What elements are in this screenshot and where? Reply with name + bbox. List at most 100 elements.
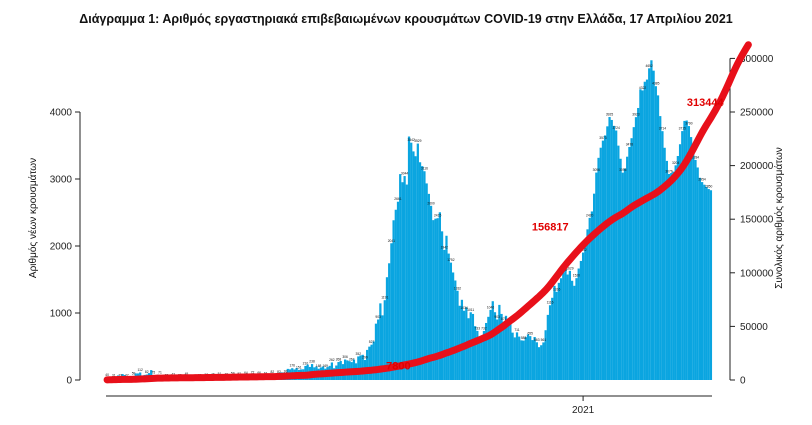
bar bbox=[584, 239, 587, 380]
bar bbox=[681, 131, 684, 380]
bar-value-label: 82 bbox=[145, 370, 149, 374]
right-y-axis: 0 50000 100000 150000 200000 250000 300000 bbox=[729, 54, 774, 387]
bar bbox=[526, 334, 530, 380]
bar-value-label: 1752 bbox=[447, 258, 455, 262]
bar bbox=[546, 314, 549, 380]
left-tick-label: 3000 bbox=[50, 175, 73, 186]
bar-value-label: 1316 bbox=[553, 287, 561, 291]
bar bbox=[390, 243, 393, 380]
bar bbox=[500, 313, 503, 380]
bar-value-label: 27 bbox=[125, 374, 129, 378]
bar bbox=[383, 300, 386, 380]
bar-value-label: 82 bbox=[271, 370, 275, 374]
bar-value-label: 299 bbox=[362, 355, 368, 359]
bar bbox=[632, 127, 635, 380]
left-y-axis-title: Αριθμός νέων κρουσμάτων bbox=[27, 158, 39, 278]
bar bbox=[427, 193, 430, 380]
bar bbox=[456, 290, 459, 380]
bar-value-label: 40 bbox=[105, 373, 109, 377]
bar-value-label: 563 bbox=[534, 338, 540, 342]
bar bbox=[467, 318, 470, 380]
bar-value-label: 75 bbox=[152, 370, 156, 374]
cumulative-annotation: 7800 bbox=[386, 360, 410, 372]
left-tick-label: 0 bbox=[66, 376, 72, 387]
bar bbox=[696, 167, 699, 380]
bar-value-label: 4385 bbox=[652, 82, 660, 86]
left-y-axis: 0 1000 2000 3000 4000 bbox=[50, 108, 81, 387]
bar bbox=[581, 252, 585, 380]
right-tick-label: 50000 bbox=[740, 322, 768, 333]
bar bbox=[654, 86, 657, 380]
bar bbox=[502, 321, 505, 380]
chart-title: Διάγραμμα 1: Αριθμός εργαστηριακά επιβεβ… bbox=[79, 12, 733, 26]
bar bbox=[482, 330, 486, 380]
bar bbox=[709, 190, 713, 380]
bar-value-label: 33 bbox=[118, 373, 122, 377]
bar bbox=[604, 135, 607, 380]
bar bbox=[553, 285, 556, 380]
bar-value-label: 3095 bbox=[619, 168, 627, 172]
bar bbox=[665, 160, 668, 380]
bar bbox=[643, 81, 646, 380]
right-y-axis-title: Συνολικός αριθμός κρουσμάτων bbox=[773, 147, 785, 289]
bar bbox=[423, 171, 426, 380]
bar bbox=[705, 187, 708, 380]
right-tick-label: 300000 bbox=[740, 54, 774, 65]
bar bbox=[496, 319, 499, 380]
bar-value-label: 49 bbox=[185, 372, 189, 376]
bar bbox=[504, 315, 508, 380]
bar bbox=[562, 272, 565, 380]
bar bbox=[368, 346, 371, 380]
bar bbox=[379, 303, 382, 380]
bar bbox=[674, 165, 677, 380]
bar-value-label: 1520 bbox=[573, 274, 581, 278]
bar bbox=[403, 176, 406, 380]
bar-value-label: 3478 bbox=[626, 142, 634, 146]
bar bbox=[377, 319, 380, 380]
x-axis: 2021 bbox=[106, 395, 712, 416]
bar bbox=[652, 70, 655, 380]
bar-value-label: 3724 bbox=[612, 126, 620, 130]
bar-value-label: 3790 bbox=[685, 122, 693, 126]
bar bbox=[639, 89, 642, 380]
bar bbox=[509, 323, 512, 380]
bar bbox=[443, 249, 446, 380]
bar-value-label: 3284 bbox=[692, 155, 700, 159]
bar bbox=[586, 229, 589, 380]
x-tick-label: 2021 bbox=[572, 405, 595, 416]
bar bbox=[515, 332, 519, 380]
bar-value-label: 3925 bbox=[606, 113, 614, 117]
bar bbox=[429, 205, 433, 380]
bar-value-label: 82 bbox=[277, 370, 281, 374]
bar bbox=[575, 278, 578, 380]
bar bbox=[544, 330, 547, 380]
bar bbox=[590, 211, 594, 380]
bar bbox=[449, 262, 453, 380]
bar-value-label: 2415 bbox=[434, 214, 442, 218]
bar bbox=[694, 159, 697, 380]
bar bbox=[531, 340, 534, 380]
bar bbox=[507, 322, 510, 380]
bar-value-label: 176 bbox=[289, 364, 295, 368]
bar bbox=[513, 337, 516, 380]
bar bbox=[670, 173, 673, 380]
bar bbox=[489, 309, 492, 380]
bar-value-label: 1902 bbox=[579, 248, 587, 252]
bar bbox=[498, 304, 501, 380]
bar bbox=[458, 305, 461, 380]
cumulative-annotation: 156817 bbox=[532, 221, 569, 233]
bar-value-label: 3044 bbox=[401, 172, 409, 176]
bar-value-label: 655 bbox=[527, 332, 533, 336]
bar bbox=[707, 189, 710, 380]
bar bbox=[493, 312, 497, 380]
bar bbox=[394, 209, 397, 380]
bar bbox=[588, 217, 591, 380]
bar bbox=[361, 354, 364, 380]
bar bbox=[537, 347, 541, 380]
bar-value-label: 1011 bbox=[467, 308, 474, 312]
bar bbox=[518, 336, 521, 380]
bar bbox=[566, 274, 569, 380]
bar-value-label: 3076 bbox=[665, 169, 673, 173]
bar bbox=[557, 282, 560, 380]
